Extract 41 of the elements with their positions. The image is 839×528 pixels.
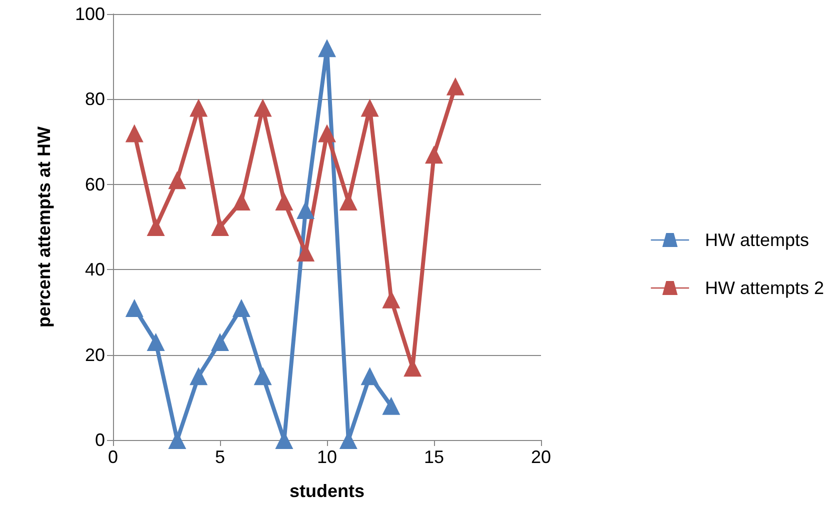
point	[125, 298, 144, 317]
point	[232, 192, 250, 210]
x-tick-label: 10	[316, 447, 338, 467]
point	[382, 396, 400, 415]
point	[360, 98, 379, 117]
y-tick-label: 20	[84, 344, 105, 365]
point	[360, 367, 379, 386]
legend-label: HW attempts	[704, 230, 809, 250]
point	[190, 367, 208, 386]
x-tick-label: 15	[424, 447, 444, 467]
point	[232, 298, 250, 317]
y-tick-label: 60	[84, 174, 105, 194]
point	[318, 39, 336, 58]
point	[254, 98, 272, 117]
point	[168, 171, 186, 190]
point	[339, 192, 358, 210]
point	[190, 98, 208, 117]
y-tick-label: 80	[84, 89, 105, 110]
x-axis-title: students	[289, 481, 365, 501]
point	[146, 333, 165, 352]
point	[446, 77, 464, 96]
point	[318, 124, 336, 142]
x-tick-label: 20	[530, 447, 552, 467]
point	[168, 431, 186, 449]
point	[254, 367, 272, 386]
y-tick-label: 40	[84, 260, 105, 280]
x-tick-label: 5	[214, 447, 226, 467]
y-tick-label: 0	[94, 430, 105, 450]
point	[425, 146, 443, 164]
y-axis-title: percent attempts at HW	[34, 126, 54, 328]
point	[125, 124, 144, 142]
legend-label: HW attempts 2	[704, 278, 824, 298]
point	[296, 200, 315, 219]
point	[146, 218, 165, 236]
y-tick-label: 100	[74, 4, 105, 24]
point	[296, 244, 315, 262]
x-tick-label: 0	[108, 447, 118, 467]
point	[382, 290, 400, 308]
point	[211, 333, 229, 352]
point	[211, 218, 229, 236]
point	[275, 192, 294, 210]
